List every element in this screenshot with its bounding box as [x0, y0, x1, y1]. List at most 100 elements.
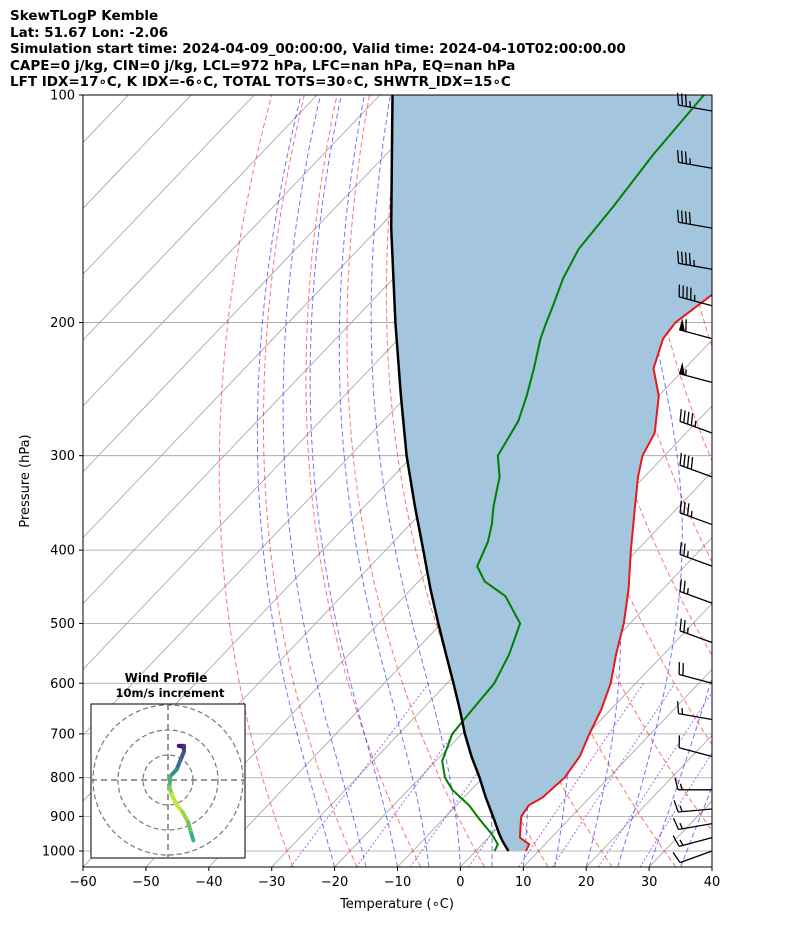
barb-full: [686, 411, 690, 425]
barb-full: [672, 817, 680, 830]
dewpoint-line: [441, 95, 705, 852]
chart-header: SkewTLogP Kemble Lat: 51.67 Lon: -2.06 S…: [10, 8, 626, 91]
barb-half: [679, 839, 684, 846]
moist-adiabat: [680, 785, 712, 867]
moist-adiabat: [256, 95, 336, 867]
isotherm-line: [83, 95, 444, 473]
moist-adiabat: [370, 95, 461, 867]
barb-staff: [678, 836, 713, 848]
wind-barb: [673, 800, 713, 813]
wind-barb: [672, 817, 713, 831]
barb-full: [679, 409, 682, 422]
wind-barb: [678, 284, 713, 307]
barb-staff: [678, 161, 713, 169]
isotherm-line: [523, 668, 712, 867]
wind-barb: [676, 149, 713, 169]
wind-barb: [679, 542, 713, 567]
barb-staff: [678, 808, 713, 813]
barb-staff: [678, 373, 713, 384]
isotherm-line: [711, 866, 712, 867]
dry-adiabat: [629, 95, 712, 463]
wind-barb: [678, 362, 713, 384]
x-tick-label: −30: [258, 875, 285, 890]
chart-title: SkewTLogP Kemble: [10, 8, 159, 24]
isotherm-line: [271, 405, 712, 867]
barb-full: [683, 501, 686, 515]
wind-barb: [678, 735, 713, 758]
moist-adiabat: [282, 95, 367, 867]
y-tick-label: 200: [50, 316, 75, 331]
moist-adiabat: [617, 95, 683, 867]
x-tick-label: 10: [515, 875, 532, 890]
simulation-time-line: Simulation start time: 2024-04-09_00:00:…: [10, 41, 626, 57]
barb-full: [672, 851, 681, 863]
wind-barb: [679, 500, 713, 526]
barb-full: [674, 777, 679, 790]
x-tick-label: −40: [195, 875, 222, 890]
barb-staff: [678, 221, 713, 229]
barb-staff: [678, 673, 713, 684]
mixing-ratio-line: [597, 691, 712, 867]
barb-full: [680, 210, 684, 223]
cape-shading: [391, 95, 712, 851]
x-tick-label: −50: [132, 875, 159, 890]
x-tick-label: 40: [704, 875, 721, 890]
isotherm-line: [585, 734, 712, 867]
barb-staff: [678, 822, 713, 831]
barb-full: [684, 252, 688, 265]
wind-barb: [672, 835, 713, 848]
barb-full: [679, 618, 682, 631]
moist-adiabat: [711, 865, 712, 867]
barb-staff: [678, 262, 713, 270]
moist-adiabat: [309, 95, 398, 867]
y-axis-label: Pressure (hPa): [18, 434, 33, 527]
temperature-line: [518, 293, 712, 852]
isotherm-line: [0, 95, 3, 867]
barb-full: [679, 500, 682, 513]
y-tick-label: 500: [50, 617, 75, 632]
barb-staff: [679, 553, 713, 567]
isotherm-line: [83, 95, 507, 539]
isotherm-line: [83, 95, 255, 275]
x-tick-label: −10: [384, 875, 411, 890]
hodograph-inset: Wind Profile 10m/s increment: [90, 671, 246, 859]
sounding-profiles: [389, 95, 712, 852]
mixing-ratio-line: [290, 683, 430, 867]
barb-staff: [678, 296, 713, 307]
isotherm-line: [334, 471, 712, 867]
cape-stats-line: CAPE=0 j/kg, CIN=0 j/kg, LCL=972 hPa, LF…: [10, 57, 516, 74]
barb-full: [673, 800, 679, 813]
location-line: Lat: 51.67 Lon: -2.06: [10, 24, 169, 41]
wind-barb: [676, 250, 713, 270]
barb-half: [686, 627, 689, 634]
x-tick-label: 0: [456, 875, 464, 890]
barb-full: [679, 579, 682, 592]
wind-barb: [678, 318, 713, 340]
barb-staff: [679, 850, 713, 864]
barb-full: [688, 211, 691, 225]
cape-fill-area: [391, 95, 712, 851]
barb-flag: [679, 362, 685, 376]
barb-full: [676, 701, 680, 714]
barb-staff: [678, 712, 713, 721]
x-tick-label: 30: [641, 875, 658, 890]
barb-half: [690, 510, 693, 518]
barb-full: [683, 454, 686, 467]
wind-barb: [679, 409, 713, 434]
barb-half: [679, 822, 684, 830]
mixing-ratio-line: [518, 683, 645, 867]
axes: −60 −50 −40 −30 −20 −10 0 10 20 30 40 100 200 300 400 5…: [42, 89, 720, 891]
x-axis-label: Temperature (∘C): [339, 897, 454, 912]
barb-staff: [679, 464, 713, 478]
barb-full: [679, 452, 682, 466]
y-tick-label: 700: [50, 727, 75, 742]
isotherm-line: [83, 95, 381, 407]
barb-full: [680, 251, 684, 265]
barb-full: [690, 413, 694, 426]
dry-adiabat: [346, 95, 485, 867]
barb-full: [686, 503, 690, 516]
wind-barb: [672, 850, 713, 864]
parcel-line: [389, 95, 510, 852]
y-tick-label: 800: [50, 771, 75, 786]
